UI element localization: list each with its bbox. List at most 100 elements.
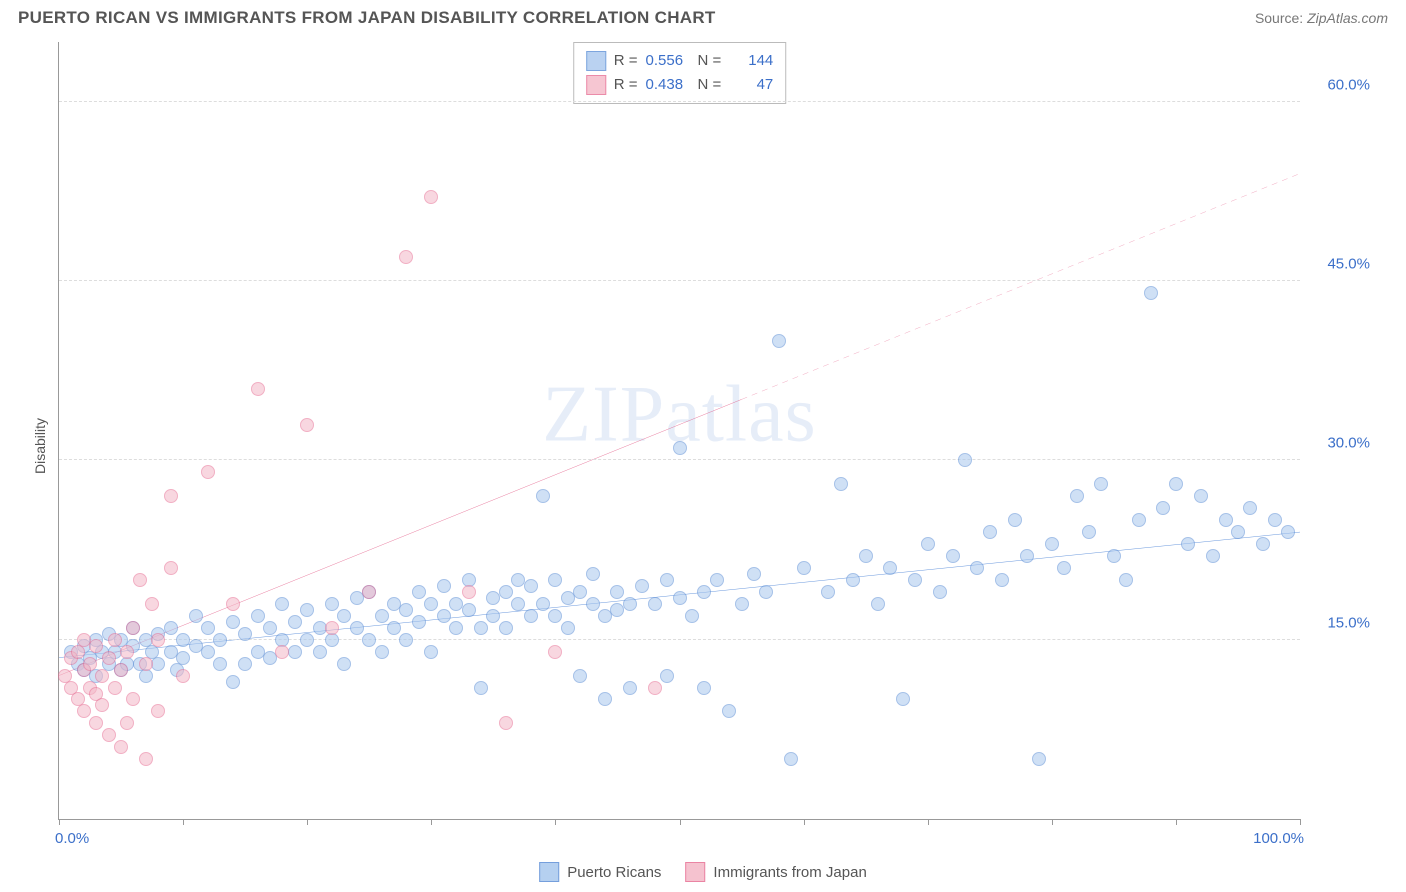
data-point <box>1194 489 1208 503</box>
data-point <box>1070 489 1084 503</box>
data-point <box>586 567 600 581</box>
gridline <box>59 459 1300 460</box>
data-point <box>412 585 426 599</box>
legend-swatch <box>539 862 559 882</box>
chart-header: PUERTO RICAN VS IMMIGRANTS FROM JAPAN DI… <box>0 0 1406 32</box>
data-point <box>983 525 997 539</box>
data-point <box>114 663 128 677</box>
data-point <box>462 603 476 617</box>
data-point <box>548 645 562 659</box>
data-point <box>151 657 165 671</box>
x-tick <box>1300 819 1301 825</box>
data-point <box>89 716 103 730</box>
data-point <box>933 585 947 599</box>
legend-label: Immigrants from Japan <box>713 864 866 881</box>
data-point <box>1181 537 1195 551</box>
data-point <box>102 651 116 665</box>
data-point <box>536 597 550 611</box>
y-tick-label: 30.0% <box>1310 435 1370 452</box>
data-point <box>908 573 922 587</box>
data-point <box>1256 537 1270 551</box>
trend-line-extrapolated <box>742 173 1300 399</box>
data-point <box>399 633 413 647</box>
data-point <box>524 579 538 593</box>
data-point <box>102 728 116 742</box>
data-point <box>325 621 339 635</box>
data-point <box>437 579 451 593</box>
data-point <box>437 609 451 623</box>
n-label: N = <box>698 73 722 97</box>
data-point <box>288 615 302 629</box>
data-point <box>1082 525 1096 539</box>
y-tick-label: 15.0% <box>1310 614 1370 631</box>
data-point <box>821 585 835 599</box>
chart-title: PUERTO RICAN VS IMMIGRANTS FROM JAPAN DI… <box>18 8 716 28</box>
data-point <box>573 585 587 599</box>
data-point <box>946 549 960 563</box>
data-point <box>114 740 128 754</box>
data-point <box>139 669 153 683</box>
data-point <box>883 561 897 575</box>
legend-item: Immigrants from Japan <box>685 862 866 882</box>
data-point <box>623 681 637 695</box>
data-point <box>499 621 513 635</box>
data-point <box>573 669 587 683</box>
data-point <box>871 597 885 611</box>
data-point <box>275 597 289 611</box>
x-tick <box>928 819 929 825</box>
legend-swatch <box>586 51 606 71</box>
data-point <box>499 585 513 599</box>
data-point <box>735 597 749 611</box>
data-point <box>120 716 134 730</box>
data-point <box>275 645 289 659</box>
x-tick <box>804 819 805 825</box>
data-point <box>387 621 401 635</box>
data-point <box>337 657 351 671</box>
data-point <box>1057 561 1071 575</box>
x-tick <box>1176 819 1177 825</box>
data-point <box>189 609 203 623</box>
data-point <box>362 633 376 647</box>
x-tick <box>183 819 184 825</box>
data-point <box>1268 513 1282 527</box>
data-point <box>449 621 463 635</box>
data-point <box>685 609 699 623</box>
data-point <box>288 645 302 659</box>
data-point <box>133 573 147 587</box>
n-label: N = <box>698 49 722 73</box>
data-point <box>859 549 873 563</box>
data-point <box>176 651 190 665</box>
data-point <box>474 621 488 635</box>
r-value: 0.556 <box>646 49 690 73</box>
y-tick-label: 45.0% <box>1310 256 1370 273</box>
data-point <box>213 633 227 647</box>
data-point <box>300 418 314 432</box>
data-point <box>226 615 240 629</box>
n-value: 47 <box>729 73 773 97</box>
data-point <box>95 698 109 712</box>
data-point <box>362 585 376 599</box>
data-point <box>263 621 277 635</box>
data-point <box>226 597 240 611</box>
data-point <box>1144 286 1158 300</box>
trend-lines-layer <box>59 42 1300 819</box>
source-name: ZipAtlas.com <box>1307 10 1388 26</box>
data-point <box>586 597 600 611</box>
legend-swatch <box>586 75 606 95</box>
data-point <box>474 681 488 695</box>
data-point <box>511 597 525 611</box>
data-point <box>660 669 674 683</box>
data-point <box>399 603 413 617</box>
data-point <box>1219 513 1233 527</box>
data-point <box>412 615 426 629</box>
x-max-label: 100.0% <box>1253 830 1304 847</box>
data-point <box>462 585 476 599</box>
data-point <box>95 669 109 683</box>
data-point <box>548 609 562 623</box>
data-point <box>536 489 550 503</box>
data-point <box>251 382 265 396</box>
data-point <box>164 561 178 575</box>
data-point <box>201 621 215 635</box>
data-point <box>995 573 1009 587</box>
data-point <box>300 603 314 617</box>
